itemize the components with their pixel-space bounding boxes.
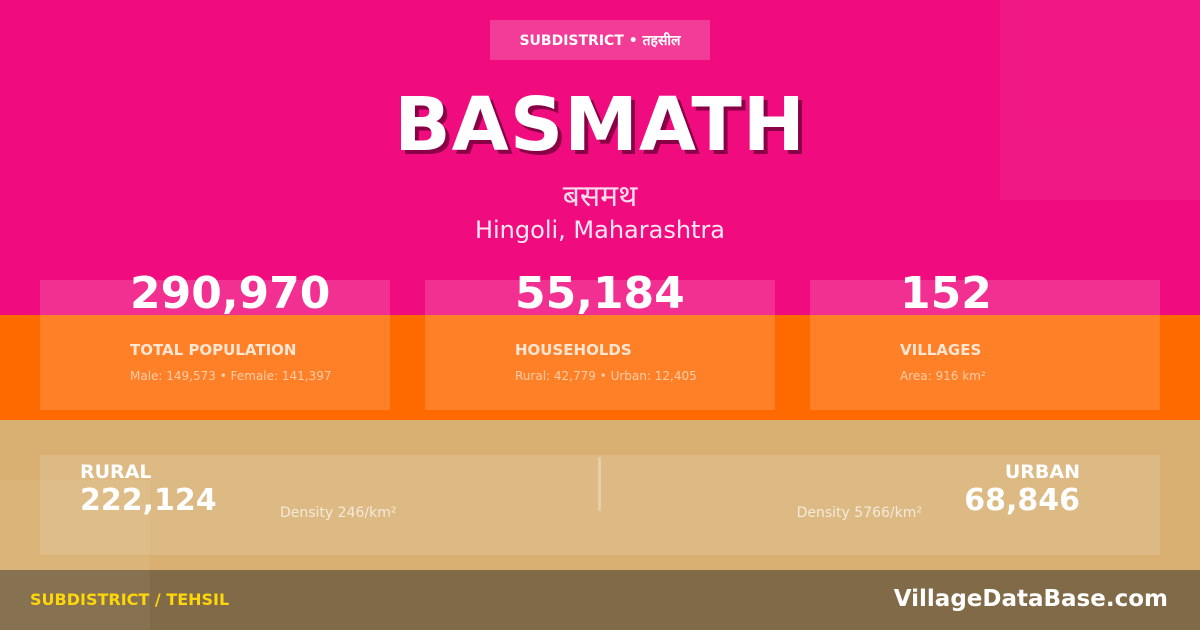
stat-label: HOUSEHOLDS bbox=[515, 341, 632, 359]
rural-urban-panel: RURAL 222,124 Density 246/km² URBAN 68,8… bbox=[40, 455, 1160, 555]
stat-value: 152 bbox=[900, 268, 992, 319]
stat-detail: Rural: 42,779 • Urban: 12,405 bbox=[515, 369, 697, 383]
stat-label: TOTAL POPULATION bbox=[130, 341, 297, 359]
stat-detail: Male: 149,573 • Female: 141,397 bbox=[130, 369, 332, 383]
stat-card-households: 55,184 HOUSEHOLDS Rural: 42,779 • Urban:… bbox=[425, 268, 775, 410]
stat-card-population: 290,970 TOTAL POPULATION Male: 149,573 •… bbox=[40, 268, 390, 410]
site-name[interactable]: VillageDataBase.com bbox=[893, 586, 1168, 612]
urban-value: 68,846 bbox=[964, 483, 1080, 518]
rural-value: 222,124 bbox=[80, 483, 217, 518]
rural-label: RURAL bbox=[80, 461, 152, 483]
footer-bar bbox=[0, 570, 1200, 630]
header-background bbox=[0, 0, 1200, 315]
stats-background bbox=[0, 315, 1200, 420]
decorative-square bbox=[0, 480, 150, 630]
location: Hingoli, Maharashtra bbox=[474, 216, 726, 244]
split-background bbox=[0, 420, 1200, 570]
footer-category: SUBDISTRICT / TEHSIL bbox=[30, 590, 230, 609]
rural-density: Density 246/km² bbox=[280, 505, 397, 521]
title-hindi: बसमथ bbox=[562, 179, 638, 214]
stat-card-villages: 152 VILLAGES Area: 916 km² bbox=[810, 268, 1160, 410]
stat-value: 290,970 bbox=[130, 268, 331, 319]
decorative-square bbox=[1000, 0, 1200, 200]
page-title: BASMATH bbox=[394, 82, 806, 168]
stat-value: 55,184 bbox=[515, 268, 685, 319]
stat-label: VILLAGES bbox=[900, 341, 982, 359]
urban-density: Density 5766/km² bbox=[796, 505, 922, 521]
stat-detail: Area: 916 km² bbox=[900, 369, 986, 383]
type-badge: SUBDISTRICT • तहसील bbox=[490, 20, 710, 60]
urban-label: URBAN bbox=[1004, 461, 1080, 483]
divider bbox=[598, 457, 601, 511]
